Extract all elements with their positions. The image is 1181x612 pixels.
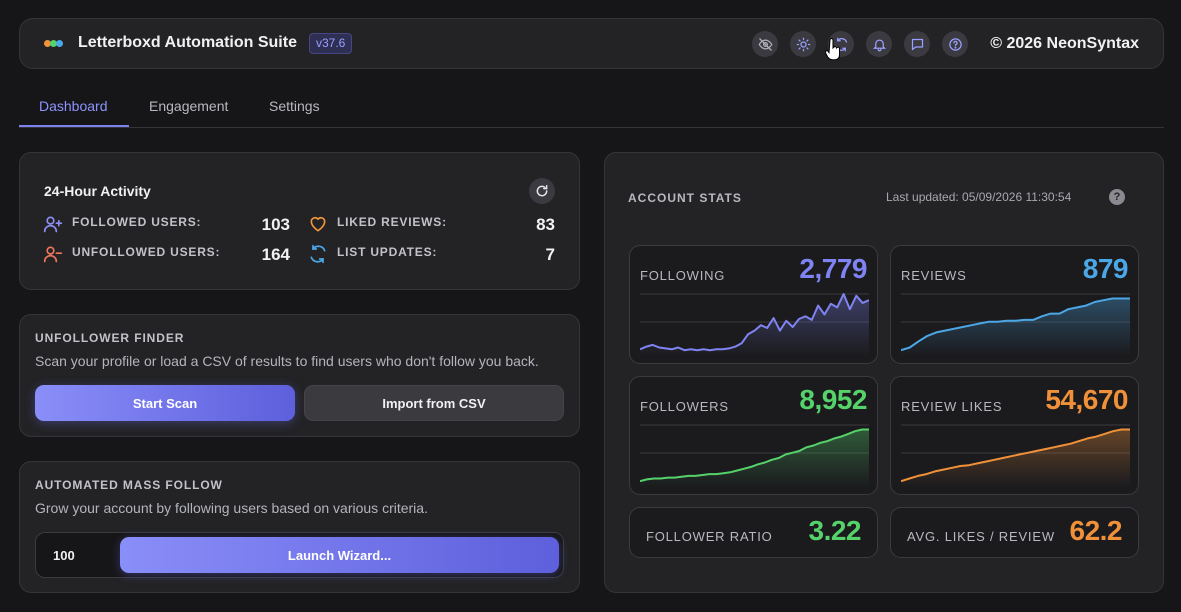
app-header: Letterboxd Automation Suite v37.6 © 2026… — [19, 18, 1164, 69]
activity-card: 24-Hour Activity FOLLOWED USERS: 103 UNF… — [19, 152, 580, 290]
sparkline-line — [640, 428, 869, 483]
eye-off-icon[interactable] — [752, 31, 778, 57]
followed-users-label: FOLLOWED USERS: — [72, 215, 202, 229]
metric-value: 2,779 — [799, 253, 867, 284]
metric-following: FOLLOWING 2,779 — [629, 245, 878, 364]
sparkline-line — [640, 293, 869, 352]
follower-ratio-card: FOLLOWER RATIO 3.22 — [629, 507, 878, 558]
chat-icon[interactable] — [904, 31, 930, 57]
sparkline-line — [901, 428, 1130, 483]
logo-icon — [44, 34, 66, 52]
liked-reviews-label: LIKED REVIEWS: — [337, 215, 447, 229]
tab-settings[interactable]: Settings — [269, 98, 320, 114]
ratio-label: FOLLOWER RATIO — [646, 529, 773, 544]
hand-cursor-icon — [825, 38, 840, 61]
unfollowed-users-label: UNFOLLOWED USERS: — [72, 245, 221, 259]
account-stats-title: ACCOUNT STATS — [628, 191, 742, 205]
sparkline-line — [901, 297, 1130, 352]
sparkline-area — [901, 298, 1130, 356]
metric-label: FOLLOWING — [640, 268, 726, 283]
metric-label: REVIEW LIKES — [901, 399, 1003, 414]
metric-reviews: REVIEWS 879 — [890, 245, 1139, 364]
metric-value: 879 — [1082, 253, 1129, 284]
user-minus-icon — [43, 246, 63, 263]
list-sync-icon — [310, 244, 326, 264]
list-updates-label: LIST UPDATES: — [337, 245, 438, 259]
account-stats-card: ACCOUNT STATS Last updated: 05/09/2026 1… — [604, 152, 1164, 593]
follow-count-input[interactable] — [36, 533, 120, 577]
followers-sparkline — [640, 424, 869, 487]
reviews-sparkline — [901, 293, 1130, 356]
copyright-text: © 2026 NeonSyntax — [990, 35, 1139, 52]
version-badge: v37.6 — [309, 33, 353, 54]
followed-users-value: 103 — [261, 215, 290, 234]
start-scan-button[interactable]: Start Scan — [35, 385, 295, 421]
review-likes-sparkline — [901, 424, 1130, 487]
metric-review-likes: REVIEW LIKES 54,670 — [890, 376, 1139, 495]
metric-value: 8,952 — [799, 384, 867, 415]
metric-label: REVIEWS — [901, 268, 967, 283]
unfollower-finder-title: UNFOLLOWER FINDER — [35, 331, 185, 345]
unfollower-finder-card: UNFOLLOWER FINDER Scan your profile or l… — [19, 314, 580, 437]
list-updates-value: 7 — [545, 245, 555, 264]
mass-follow-title: AUTOMATED MASS FOLLOW — [35, 478, 223, 492]
ratio-value: 3.22 — [808, 515, 862, 546]
user-plus-icon — [43, 216, 63, 233]
following-sparkline — [640, 293, 869, 356]
metric-label: FOLLOWERS — [640, 399, 729, 414]
metric-followers: FOLLOWERS 8,952 — [629, 376, 878, 495]
sun-icon[interactable] — [790, 31, 816, 57]
ratio-label: AVG. LIKES / REVIEW — [907, 529, 1055, 544]
help-circle-icon[interactable] — [942, 31, 968, 57]
unfollower-finder-description: Scan your profile or load a CSV of resul… — [35, 353, 539, 369]
tab-bar: Dashboard Engagement Settings — [19, 89, 1164, 128]
ratio-value: 62.2 — [1069, 515, 1123, 546]
refresh-icon — [536, 185, 548, 197]
mass-follow-description: Grow your account by following users bas… — [35, 500, 428, 516]
help-icon[interactable]: ? — [1109, 189, 1125, 205]
wizard-row: Launch Wizard... — [35, 532, 564, 578]
metric-value: 54,670 — [1045, 384, 1128, 415]
liked-reviews-value: 83 — [536, 215, 555, 234]
bell-icon[interactable] — [866, 31, 892, 57]
import-csv-button[interactable]: Import from CSV — [304, 385, 564, 421]
active-tab-indicator — [19, 125, 129, 127]
launch-wizard-button[interactable]: Launch Wizard... — [120, 537, 559, 573]
heart-icon — [310, 216, 326, 232]
sparkline-area — [640, 294, 869, 356]
avg-likes-card: AVG. LIKES / REVIEW 62.2 — [890, 507, 1139, 558]
app-title: Letterboxd Automation Suite — [78, 34, 297, 51]
refresh-button[interactable] — [529, 178, 555, 204]
activity-title: 24-Hour Activity — [44, 183, 151, 199]
unfollowed-users-value: 164 — [261, 245, 290, 264]
tab-dashboard[interactable]: Dashboard — [39, 98, 108, 114]
sparkline-area — [640, 429, 869, 487]
tab-engagement[interactable]: Engagement — [149, 98, 229, 114]
mass-follow-card: AUTOMATED MASS FOLLOW Grow your account … — [19, 461, 580, 593]
sparkline-area — [901, 429, 1130, 487]
last-updated-text: Last updated: 05/09/2026 11:30:54 — [886, 190, 1072, 204]
